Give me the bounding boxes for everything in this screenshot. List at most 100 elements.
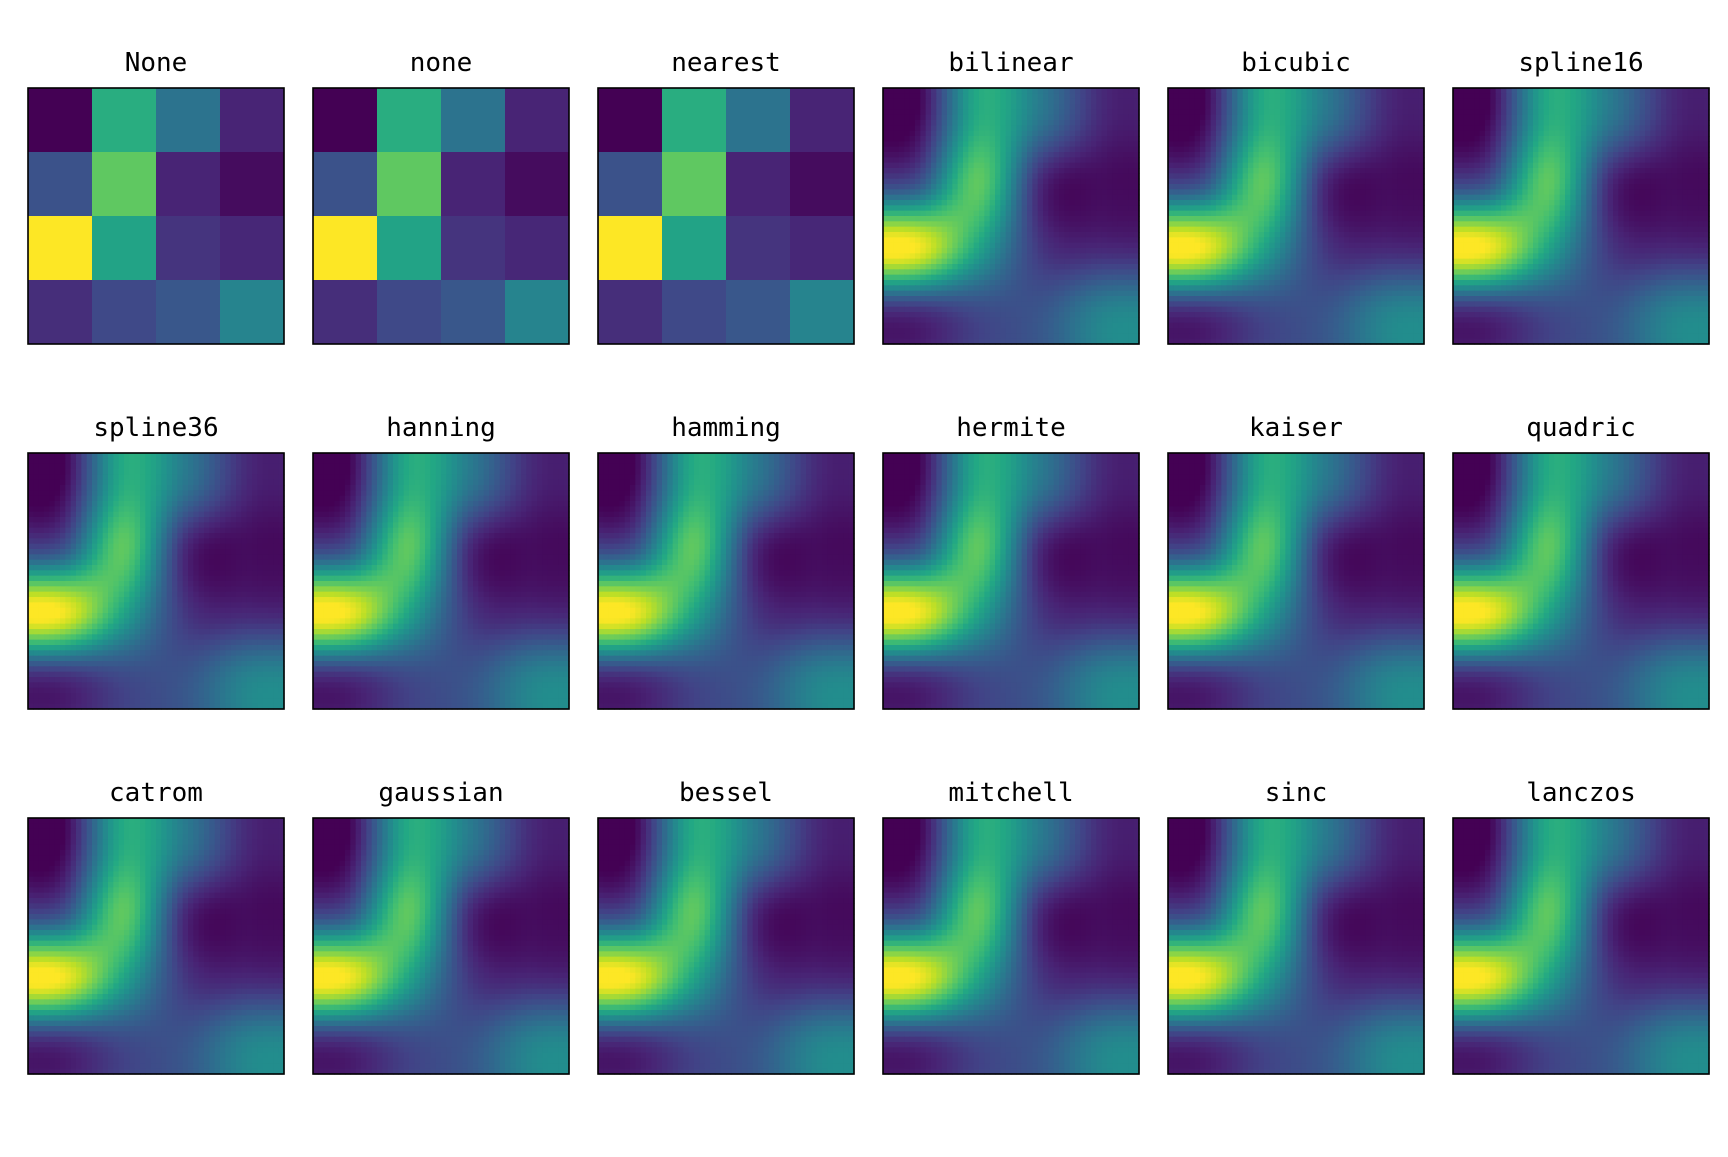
heatmap-cell [441,216,506,281]
interpolated-image [883,453,1140,710]
interpolated-image [1453,818,1710,1075]
heatmap-cell [505,216,570,281]
panel-title: spline36 [93,413,218,443]
panel-hermite: hermite [882,413,1140,710]
heatmap-cell [662,216,727,281]
axes-frame [1167,452,1425,710]
panel-sinc: sinc [1167,778,1425,1075]
heatmap-cell [92,152,157,217]
heatmap-cell [156,152,221,217]
heatmap-cell [505,152,570,217]
axes-frame [1452,87,1710,345]
heatmap-cell [377,216,442,281]
panel-title: quadric [1526,413,1636,443]
panel-kaiser: kaiser [1167,413,1425,710]
interpolated-image [1168,453,1425,710]
axes-frame [597,87,855,345]
axes-frame [882,817,1140,1075]
heatmap-cell [598,152,663,217]
panel-hanning: hanning [312,413,570,710]
heatmap-cell [662,152,727,217]
axes-frame [312,87,570,345]
panel-nearest: nearest [597,48,855,345]
heatmap-cell [28,88,93,153]
panel-bessel: bessel [597,778,855,1075]
heatmap-cell [662,280,727,345]
heatmap-cell [377,280,442,345]
heatmap-cell [790,280,855,345]
interpolated-image [1168,88,1425,345]
axes-frame [312,452,570,710]
heatmap-cell [28,280,93,345]
heatmap-cell [92,216,157,281]
panel-title: gaussian [378,778,503,808]
interpolated-image [313,818,570,1075]
heatmap-cell [156,280,221,345]
panel-none: none [312,48,570,345]
axes-frame [597,452,855,710]
axes-frame [312,817,570,1075]
heatmap-cell [598,216,663,281]
heatmap-cell [441,88,506,153]
panel-title: lanczos [1526,778,1636,808]
panel-hamming: hamming [597,413,855,710]
heatmap-cell [220,88,285,153]
interpolated-image [883,88,1140,345]
heatmap-cell [28,216,93,281]
heatmap-cell [598,88,663,153]
heatmap-cell [790,152,855,217]
heatmap-cell [598,280,663,345]
panel-title: hermite [956,413,1066,443]
panel-title: spline16 [1518,48,1643,78]
panel-title: hamming [671,413,781,443]
heatmap-cell [313,88,378,153]
panel-title: catrom [109,778,203,808]
panel-title: bicubic [1241,48,1351,78]
heatmap-cell [156,216,221,281]
interpolated-image [28,453,285,710]
panel-title: bilinear [948,48,1073,78]
axes-frame [882,87,1140,345]
heatmap-cell [441,280,506,345]
heatmap-cell [790,216,855,281]
interpolated-image [883,818,1140,1075]
interpolated-image [1453,453,1710,710]
heatmap-cell [505,280,570,345]
panel-gaussian: gaussian [312,778,570,1075]
heatmap-cell [726,216,791,281]
axes-frame [882,452,1140,710]
interpolated-image [28,818,285,1075]
panel-bicubic: bicubic [1167,48,1425,345]
heatmap-cell [313,216,378,281]
heatmap-cell [220,152,285,217]
interpolated-image [1453,88,1710,345]
interpolated-image [598,453,855,710]
heatmap-cell [313,280,378,345]
panel-title: kaiser [1249,413,1343,443]
panel-quadric: quadric [1452,413,1710,710]
panel-title: none [410,48,473,78]
axes-frame [1452,817,1710,1075]
heatmap-cell [313,152,378,217]
axes-frame [597,817,855,1075]
axes-frame [1167,87,1425,345]
heatmap-cell [92,88,157,153]
interpolated-image [598,818,855,1075]
heatmap-cell [505,88,570,153]
axes-frame [1167,817,1425,1075]
heatmap-cell [92,280,157,345]
panel-title: hanning [386,413,496,443]
axes-frame [27,817,285,1075]
panel-spline16: spline16 [1452,48,1710,345]
panel-spline36: spline36 [27,413,285,710]
heatmap-cell [790,88,855,153]
panel-none: None [27,48,285,345]
panel-catrom: catrom [27,778,285,1075]
heatmap-cell [726,280,791,345]
axes-frame [27,452,285,710]
heatmap-cell [220,216,285,281]
panel-title: mitchell [948,778,1073,808]
heatmap-cell [726,88,791,153]
